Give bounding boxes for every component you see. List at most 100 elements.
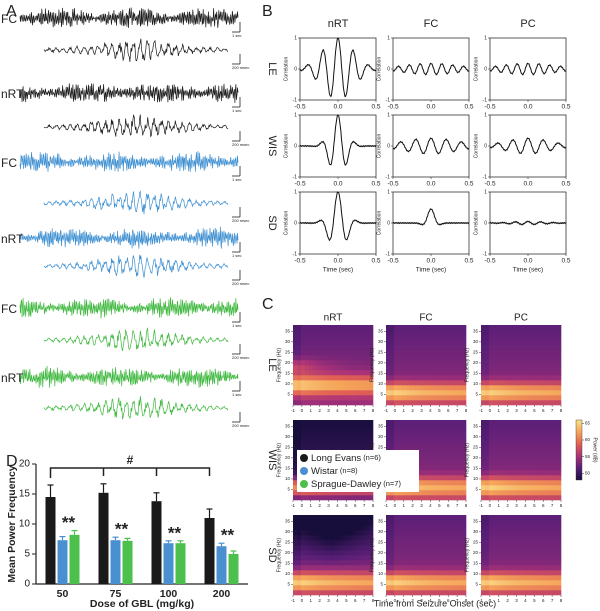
spectrogram-cell <box>462 525 466 530</box>
spectrogram-cell <box>386 515 390 520</box>
spectrogram-cell <box>406 535 410 540</box>
spectrogram-cell <box>361 570 365 575</box>
spectrogram-cell <box>450 555 454 560</box>
spectrogram-cell <box>333 575 337 580</box>
spectrogram-cell <box>446 435 450 440</box>
spectrogram-cell <box>422 345 426 350</box>
spectrogram-cell <box>489 420 493 425</box>
spectrogram-cell <box>458 345 462 350</box>
spectrogram-cell <box>410 335 414 340</box>
spectrogram-cell <box>489 450 493 455</box>
spectrogram-cell <box>545 465 549 470</box>
spectrogram-cell <box>481 555 485 560</box>
spectrogram-cell <box>501 340 505 345</box>
spectrogram-cell <box>301 525 305 530</box>
spectrogram-cell <box>497 350 501 355</box>
spectrogram-cell <box>553 385 557 390</box>
spectrogram-cell <box>418 325 422 330</box>
spectrogram-cell <box>357 400 361 405</box>
spectrogram-cell <box>349 335 353 340</box>
spectrogram-cell <box>333 580 337 585</box>
spectrogram-cell <box>317 560 321 565</box>
axis-label: Correlation <box>376 57 382 82</box>
spectrogram-cell <box>345 550 349 555</box>
spectrogram-cell <box>553 450 557 455</box>
spectrogram-cell <box>446 470 450 475</box>
spectrogram-cell <box>434 380 438 385</box>
spectrogram-cell <box>333 370 337 375</box>
spectrogram-cell <box>509 345 513 350</box>
spectrogram-cell <box>414 355 418 360</box>
spectrogram-cell <box>501 565 505 570</box>
spectrogram-cell <box>529 335 533 340</box>
spectrogram-cell <box>521 455 525 460</box>
spectrogram-cell <box>485 375 489 380</box>
spectrogram-cell <box>317 445 321 450</box>
spectrogram-cell <box>353 360 357 365</box>
y-tick-label: 30 <box>473 434 479 439</box>
spectrogram-cell <box>353 440 357 445</box>
spectrogram-cell <box>426 575 430 580</box>
spectrogram-cell <box>525 460 529 465</box>
spectrogram-cell <box>305 495 309 500</box>
spectrogram-cell <box>549 525 553 530</box>
spectrogram-cell <box>430 325 434 330</box>
y-tick-label: 0 <box>294 143 297 149</box>
spectrogram-cell <box>505 425 509 430</box>
spectrogram-cell <box>406 335 410 340</box>
spectrogram-cell <box>313 545 317 550</box>
spectrogram-cell <box>545 425 549 430</box>
spectrogram-cell <box>309 400 313 405</box>
spectrogram-cell <box>297 325 301 330</box>
spectrogram-cell <box>529 355 533 360</box>
spectrogram-cell <box>361 435 365 440</box>
spectrogram-cell <box>418 570 422 575</box>
spectrogram-cell <box>361 430 365 435</box>
spectrogram-cell <box>458 590 462 595</box>
spectrogram-cell <box>521 570 525 575</box>
spectrogram-cell <box>349 535 353 540</box>
spectrogram-cell <box>349 570 353 575</box>
spectrogram-cell <box>297 355 301 360</box>
spectrogram-cell <box>537 585 541 590</box>
spectrogram-cell <box>414 580 418 585</box>
spectrogram-cell <box>497 485 501 490</box>
spectrogram-cell <box>517 430 521 435</box>
axis-label: Correlation <box>283 134 289 159</box>
spectrogram-cell <box>357 445 361 450</box>
spectrogram-cell <box>325 520 329 525</box>
spectrogram-cell <box>357 330 361 335</box>
spectrogram-cell <box>353 400 357 405</box>
spectrogram-cell <box>481 560 485 565</box>
spectrogram-cell <box>493 480 497 485</box>
spectrogram-cell <box>446 325 450 330</box>
spectrogram-cell <box>410 360 414 365</box>
spectrogram-cell <box>545 435 549 440</box>
spectrogram-cell <box>394 355 398 360</box>
spectrogram-cell <box>446 420 450 425</box>
spectrogram-cell <box>422 360 426 365</box>
x-tick-label: -0.5 <box>294 181 306 188</box>
spectrogram-cell <box>485 420 489 425</box>
spectrogram-cell <box>438 385 442 390</box>
spectrogram-cell <box>454 470 458 475</box>
spectrogram-cell <box>537 590 541 595</box>
spectrogram-cell <box>545 450 549 455</box>
spectrogram-cell <box>422 555 426 560</box>
spectrogram-cell <box>369 515 373 520</box>
spectrogram-cell <box>386 385 390 390</box>
spectrogram-cell <box>509 335 513 340</box>
spectrogram-cell <box>533 335 537 340</box>
spectrogram-cell <box>418 555 422 560</box>
spectrogram-cell <box>293 465 297 470</box>
spectrogram-cell <box>297 515 301 520</box>
spectrogram-cell <box>438 455 442 460</box>
spectrogram-cell <box>454 355 458 360</box>
spectrogram-cell <box>454 395 458 400</box>
spectrogram-cell <box>489 370 493 375</box>
spectrogram-cell <box>509 360 513 365</box>
spectrogram-cell <box>545 340 549 345</box>
spectrogram-cell <box>446 430 450 435</box>
spectrogram-cell <box>446 520 450 525</box>
spectrogram-cell <box>293 555 297 560</box>
